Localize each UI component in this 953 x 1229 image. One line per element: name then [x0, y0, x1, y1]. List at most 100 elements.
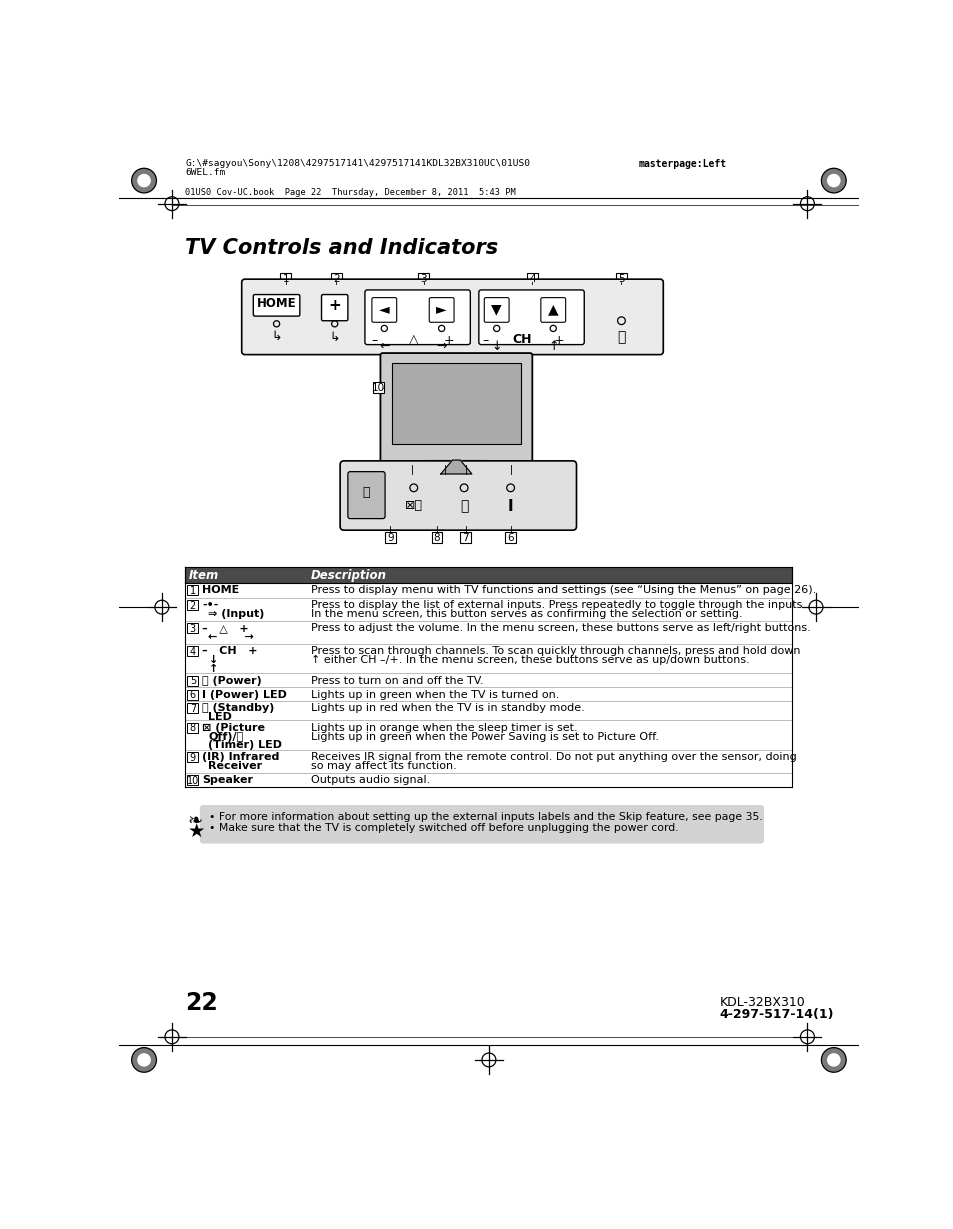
Text: 4: 4 [529, 274, 535, 284]
Bar [526, 273, 537, 284]
Text: 4: 4 [190, 648, 195, 658]
Circle shape [821, 168, 845, 193]
Text: –: – [372, 334, 377, 347]
Text: Description: Description [311, 569, 386, 581]
Bar [431, 532, 442, 543]
Text: • Make sure that the TV is completely switched off before unplugging the power c: • Make sure that the TV is completely sw… [209, 822, 679, 833]
Bar [459, 532, 471, 543]
Bar [187, 585, 198, 595]
Text: ◄: ◄ [378, 302, 389, 316]
Text: –   △   +: – △ + [202, 623, 249, 633]
Text: Lights up in red when the TV is in standby mode.: Lights up in red when the TV is in stand… [311, 703, 584, 713]
Text: Outputs audio signal.: Outputs audio signal. [311, 775, 430, 785]
Text: 01US0 Cov-UC.book  Page 22  Thursday, December 8, 2011  5:43 PM: 01US0 Cov-UC.book Page 22 Thursday, Dece… [185, 188, 516, 198]
Text: –: – [481, 334, 488, 347]
Text: 3: 3 [190, 624, 195, 634]
Text: ↑: ↑ [547, 340, 558, 353]
Text: ⊠⏻: ⊠⏻ [404, 499, 422, 512]
Text: Press to display the list of external inputs. Press repeatedly to toggle through: Press to display the list of external in… [311, 600, 805, 611]
FancyBboxPatch shape [478, 290, 583, 344]
Text: G:\#sagyou\Sony\1208\4297517141\4297517141KDL32BX310UC\01US0: G:\#sagyou\Sony\1208\4297517141\42975171… [185, 159, 530, 168]
Bar [418, 273, 429, 284]
Text: -•-: -•- [202, 600, 218, 611]
FancyBboxPatch shape [365, 290, 470, 344]
Text: I (Power) LED: I (Power) LED [202, 689, 287, 699]
Text: Lights up in green when the Power Saving is set to Picture Off.: Lights up in green when the Power Saving… [311, 731, 658, 741]
Text: ↑: ↑ [208, 664, 217, 675]
FancyBboxPatch shape [540, 297, 565, 322]
Text: • For more information about setting up the external inputs labels and the Skip : • For more information about setting up … [209, 812, 762, 822]
Bar [505, 532, 516, 543]
Circle shape [137, 173, 151, 187]
Text: Press to turn on and off the TV.: Press to turn on and off the TV. [311, 676, 483, 686]
Text: ▼: ▼ [491, 302, 501, 316]
Text: (Timer) LED: (Timer) LED [208, 740, 282, 751]
Text: 8: 8 [190, 724, 195, 734]
Text: 6: 6 [507, 533, 514, 543]
Bar [187, 752, 198, 762]
Text: ←: ← [378, 340, 389, 353]
Text: Press to display menu with TV functions and settings (see “Using the Menus” on p: Press to display menu with TV functions … [311, 585, 815, 595]
Text: In the menu screen, this button serves as confirming the selection or setting.: In the menu screen, this button serves a… [311, 610, 741, 619]
Text: LED: LED [208, 713, 232, 723]
Text: HOME: HOME [256, 297, 296, 310]
Text: 7: 7 [190, 704, 195, 714]
Text: 3: 3 [420, 274, 427, 284]
Bar [185, 701, 791, 720]
Text: Item: Item [189, 569, 219, 581]
Text: +: + [328, 299, 341, 313]
Bar [187, 623, 198, 633]
Bar [185, 599, 791, 621]
Bar [392, 363, 520, 444]
Bar [616, 273, 626, 284]
Text: 22: 22 [185, 991, 217, 1015]
Text: Press to adjust the volume. In the menu screen, these buttons serve as left/righ: Press to adjust the volume. In the menu … [311, 623, 810, 633]
Text: 9: 9 [387, 533, 394, 543]
FancyBboxPatch shape [429, 297, 454, 322]
Text: ↑ either CH –/+. In the menu screen, these buttons serve as up/down buttons.: ↑ either CH –/+. In the menu screen, the… [311, 655, 749, 665]
Text: ⏻ (Standby): ⏻ (Standby) [202, 703, 274, 713]
Text: masterpage:Left: masterpage:Left [638, 159, 726, 170]
Text: CH: CH [512, 333, 532, 347]
Text: ⊠ (Picture: ⊠ (Picture [202, 723, 265, 732]
FancyBboxPatch shape [484, 297, 509, 322]
Text: 10: 10 [371, 383, 384, 393]
Text: Ⓛ: Ⓛ [362, 487, 370, 499]
Text: ⏻: ⏻ [459, 499, 468, 514]
Bar [185, 750, 791, 773]
Circle shape [826, 1053, 840, 1067]
Bar [185, 644, 791, 673]
FancyBboxPatch shape [241, 279, 662, 355]
Text: ⏻ (Power): ⏻ (Power) [202, 676, 262, 686]
Text: ⏻: ⏻ [617, 329, 625, 344]
Text: 4-297-517-14(1): 4-297-517-14(1) [720, 1008, 834, 1021]
Text: ↳: ↳ [329, 331, 339, 344]
Bar [185, 687, 791, 701]
Text: 1: 1 [282, 274, 289, 284]
Circle shape [137, 1053, 151, 1067]
Text: 1: 1 [190, 585, 195, 596]
Text: △: △ [409, 333, 418, 347]
Text: Speaker: Speaker [202, 775, 253, 785]
Bar [185, 720, 791, 750]
Text: Press to scan through channels. To scan quickly through channels, press and hold: Press to scan through channels. To scan … [311, 646, 800, 656]
Circle shape [821, 1047, 845, 1072]
Text: 5: 5 [618, 274, 624, 284]
FancyBboxPatch shape [321, 295, 348, 321]
Text: ⇒ (Input): ⇒ (Input) [208, 610, 265, 619]
Text: 2: 2 [190, 601, 195, 611]
Circle shape [826, 173, 840, 187]
Bar [280, 273, 291, 284]
Text: Off)/⏻: Off)/⏻ [208, 731, 243, 741]
Text: I: I [507, 499, 513, 515]
Text: 5: 5 [190, 676, 195, 687]
Text: ←       →: ← → [208, 632, 254, 643]
Circle shape [132, 1047, 156, 1072]
Bar [385, 532, 395, 543]
Bar [185, 621, 791, 644]
Text: 9: 9 [190, 752, 195, 763]
Bar [187, 723, 198, 732]
Text: Receives IR signal from the remote control. Do not put anything over the sensor,: Receives IR signal from the remote contr… [311, 752, 796, 762]
Text: +: + [553, 334, 563, 347]
Bar [187, 676, 198, 686]
